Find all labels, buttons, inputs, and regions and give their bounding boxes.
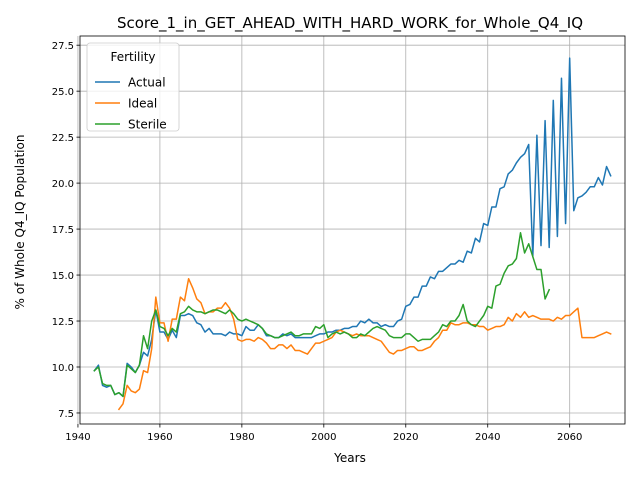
y-tick-label: 7.5 — [58, 409, 74, 420]
x-tick-label: 1980 — [229, 432, 254, 443]
y-tick-label: 20.0 — [52, 179, 74, 190]
y-axis-label: % of Whole Q4_IQ Population — [13, 135, 27, 310]
series-line-ideal — [119, 279, 611, 410]
y-tick-label: 15.0 — [52, 271, 74, 282]
y-tick-label: 27.5 — [52, 41, 74, 52]
x-tick-label: 2020 — [393, 432, 418, 443]
series-line-sterile — [94, 233, 549, 397]
legend: Fertility Actual Ideal Sterile — [87, 43, 179, 132]
x-axis-label: Years — [333, 451, 366, 465]
x-tick-label: 2040 — [475, 432, 500, 443]
legend-label-actual: Actual — [128, 76, 166, 90]
legend-label-ideal: Ideal — [128, 97, 157, 111]
legend-title: Fertility — [110, 50, 155, 64]
y-tick-label: 12.5 — [52, 317, 74, 328]
y-tick-label: 17.5 — [52, 225, 74, 236]
y-tick-label: 22.5 — [52, 133, 74, 144]
legend-label-sterile: Sterile — [128, 118, 167, 132]
x-tick-label: 1960 — [147, 432, 172, 443]
y-tick-label: 10.0 — [52, 363, 74, 374]
x-tick-label: 2000 — [311, 432, 336, 443]
x-tick-label: 2060 — [557, 432, 582, 443]
y-tick-label: 25.0 — [52, 87, 74, 98]
chart-title: Score_1_in_GET_AHEAD_WITH_HARD_WORK_for_… — [117, 14, 583, 33]
x-tick-label: 1940 — [65, 432, 90, 443]
